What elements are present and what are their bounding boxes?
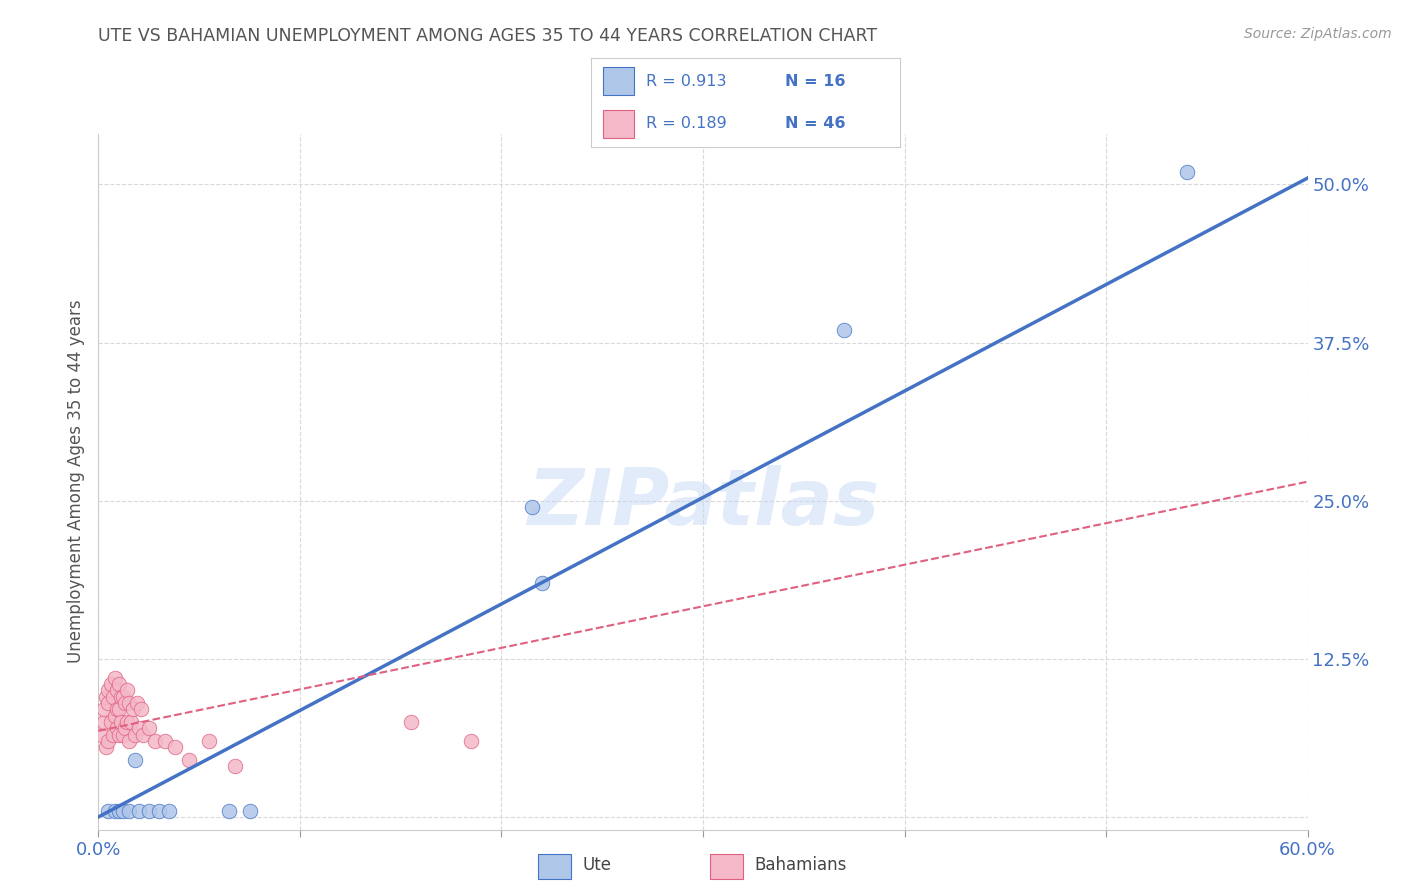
Point <box>107 677 129 691</box>
Point <box>107 728 129 742</box>
Point <box>107 804 129 818</box>
Point <box>107 702 129 716</box>
Point <box>124 753 146 767</box>
Bar <box>538 855 571 879</box>
Bar <box>603 67 634 95</box>
Point <box>460 734 482 748</box>
Point <box>138 722 160 736</box>
Point <box>118 696 141 710</box>
Point <box>118 804 141 818</box>
Point <box>100 677 122 691</box>
Text: ZIPatlas: ZIPatlas <box>527 465 879 541</box>
Bar <box>603 110 634 138</box>
Point <box>110 690 132 704</box>
Point <box>218 804 240 818</box>
Point <box>1175 165 1198 179</box>
Y-axis label: Unemployment Among Ages 35 to 44 years: Unemployment Among Ages 35 to 44 years <box>66 300 84 664</box>
Point <box>520 500 543 514</box>
Point <box>93 702 115 716</box>
Point <box>124 728 146 742</box>
Point <box>97 804 120 818</box>
Point <box>115 714 138 729</box>
Point <box>132 728 155 742</box>
Point <box>118 734 141 748</box>
Point <box>101 728 124 742</box>
Point <box>111 728 134 742</box>
Point <box>198 734 221 748</box>
Point <box>105 702 128 716</box>
Point <box>530 575 553 590</box>
Point <box>114 722 136 736</box>
Point <box>100 714 122 729</box>
Point <box>138 804 160 818</box>
Point <box>128 722 150 736</box>
Point <box>832 323 855 337</box>
Point <box>101 690 124 704</box>
Point <box>143 734 166 748</box>
Point <box>96 690 118 704</box>
Point <box>97 683 120 698</box>
Point <box>121 702 143 716</box>
Bar <box>710 855 744 879</box>
Point <box>120 714 142 729</box>
Point <box>114 696 136 710</box>
Text: Source: ZipAtlas.com: Source: ZipAtlas.com <box>1244 27 1392 41</box>
Point <box>177 753 201 767</box>
Point <box>103 671 125 685</box>
Text: R = 0.189: R = 0.189 <box>647 117 727 131</box>
Point <box>110 714 132 729</box>
Point <box>111 804 134 818</box>
Text: Ute: Ute <box>582 856 612 874</box>
Point <box>148 804 170 818</box>
Point <box>103 804 125 818</box>
Point <box>105 683 128 698</box>
Text: R = 0.913: R = 0.913 <box>647 74 727 88</box>
Point <box>103 708 125 723</box>
Point <box>96 740 118 755</box>
Point <box>97 734 120 748</box>
Point <box>163 740 186 755</box>
Point <box>128 804 150 818</box>
Point <box>125 696 148 710</box>
Point <box>111 690 134 704</box>
Point <box>239 804 262 818</box>
Point <box>157 804 180 818</box>
Point <box>105 722 128 736</box>
Point <box>93 714 115 729</box>
Point <box>129 702 152 716</box>
Text: Bahamians: Bahamians <box>754 856 846 874</box>
Text: UTE VS BAHAMIAN UNEMPLOYMENT AMONG AGES 35 TO 44 YEARS CORRELATION CHART: UTE VS BAHAMIAN UNEMPLOYMENT AMONG AGES … <box>98 27 877 45</box>
Point <box>399 714 422 729</box>
Point <box>91 728 114 742</box>
Point <box>224 759 246 773</box>
Point <box>153 734 176 748</box>
Point <box>97 696 120 710</box>
Point <box>115 683 138 698</box>
Text: N = 16: N = 16 <box>786 74 846 88</box>
Text: N = 46: N = 46 <box>786 117 846 131</box>
